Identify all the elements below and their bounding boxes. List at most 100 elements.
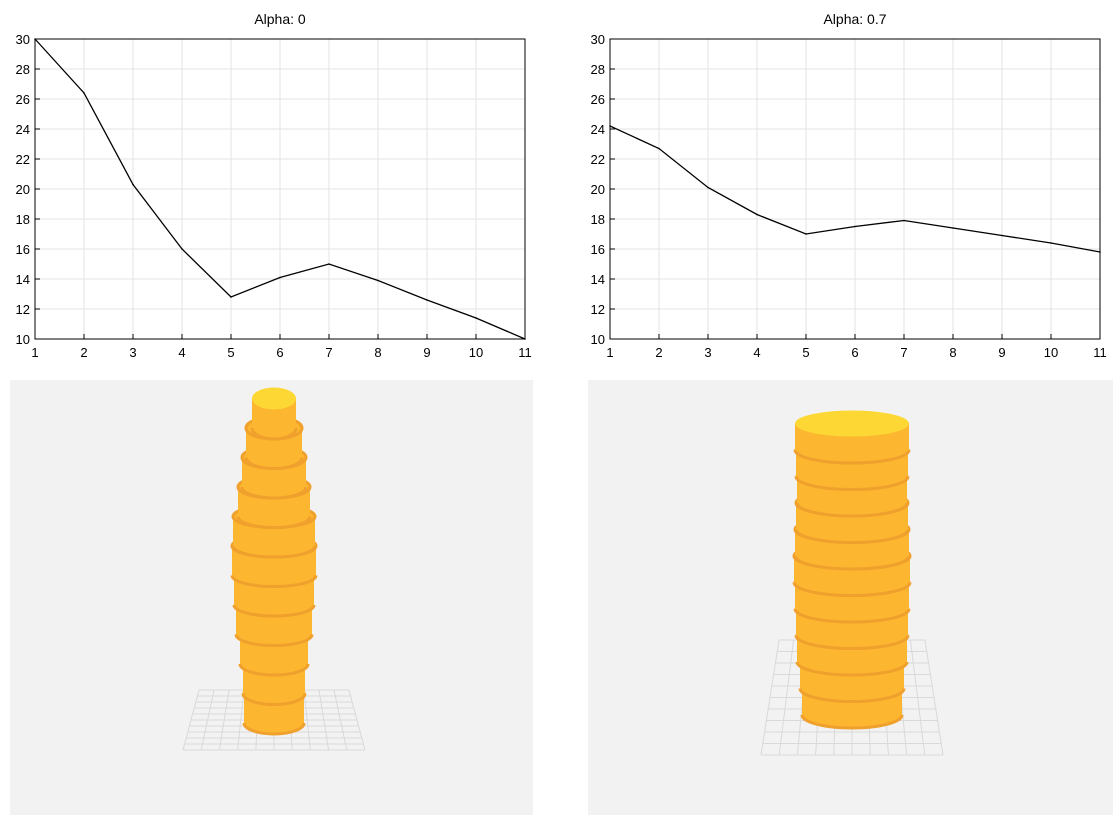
y-tick-label: 16 [16, 242, 30, 257]
floor-grid-line [318, 689, 330, 751]
y-tick-label: 22 [591, 152, 605, 167]
cylinder-rim [244, 457, 304, 470]
data-point [854, 225, 856, 228]
x-tick-label: 11 [518, 345, 532, 360]
cylinder-side [252, 398, 296, 439]
data-point [475, 317, 477, 319]
floor-grid-line [924, 639, 944, 756]
data-point [524, 338, 526, 340]
y-tick-label: 20 [16, 182, 30, 197]
data-point [279, 276, 281, 279]
chart-title: Alpha: 0 [254, 11, 306, 27]
x-tick-label: 3 [129, 345, 136, 360]
x-tick-label: 6 [851, 345, 858, 360]
y-tick-label: 30 [591, 32, 605, 47]
data-point [181, 248, 183, 250]
data-point [952, 227, 954, 229]
cylinder-rim [234, 634, 314, 647]
x-tick-label: 10 [1044, 345, 1058, 360]
cylinder-rim [795, 661, 909, 677]
data-point [609, 125, 611, 127]
y-tick-label: 22 [16, 152, 30, 167]
y-tick-label: 18 [591, 212, 605, 227]
data-point [377, 279, 379, 282]
line-chart-alpha-0: Alpha: 0 1 2 3 4 5 6 7 8 9 10 11101214161820222426… [16, 11, 532, 360]
cylinder-rim [800, 714, 904, 730]
y-tick-label: 30 [16, 32, 30, 47]
cylinder-rim [793, 608, 911, 624]
cylinder-rim [242, 722, 306, 736]
floor-grid-line [909, 639, 926, 756]
data-point [707, 186, 709, 189]
data-point [83, 92, 85, 94]
cylinder-rim [240, 486, 308, 500]
cylinder-rim [793, 555, 911, 571]
data-point [328, 263, 330, 265]
cylinder-rim [231, 545, 317, 559]
cylinder-top-cap [252, 387, 296, 410]
y-tick-label: 10 [16, 332, 30, 347]
x-tick-label: 1 [31, 345, 38, 360]
y-tick-label: 24 [591, 122, 605, 137]
cylinder-stack [792, 410, 912, 730]
cylinder-rim [241, 693, 307, 706]
chart-title: Alpha: 0.7 [823, 11, 886, 27]
x-tick-label: 9 [423, 345, 430, 360]
x-tick-label: 7 [325, 345, 332, 360]
y-tick-label: 26 [16, 92, 30, 107]
x-tick-label: 2 [655, 345, 662, 360]
data-point [805, 233, 807, 235]
x-tick-label: 3 [704, 345, 711, 360]
stacked-cylinder-render-alpha-0.7 [588, 380, 1113, 815]
data-point [756, 213, 758, 216]
cylinder-rim [230, 575, 318, 588]
x-tick-label: 1 [606, 345, 613, 360]
cylinder-rim [236, 516, 312, 529]
data-point [1099, 251, 1101, 253]
y-tick-label: 24 [16, 122, 30, 137]
y-tick-label: 10 [591, 332, 605, 347]
cylinder-rim [794, 476, 910, 491]
y-tick-label: 26 [591, 92, 605, 107]
data-point [658, 147, 660, 150]
cylinder-top-cap [795, 410, 909, 437]
x-tick-label: 6 [276, 345, 283, 360]
cylinder-rim [798, 688, 906, 703]
y-tick-label: 18 [16, 212, 30, 227]
y-tick-label: 16 [591, 242, 605, 257]
y-tick-label: 28 [16, 62, 30, 77]
series [609, 125, 1101, 253]
y-tick-label: 20 [591, 182, 605, 197]
data-point [34, 38, 36, 40]
cylinder-stack [230, 387, 318, 736]
cylinder-rim [795, 502, 909, 518]
floor-grid-line [303, 689, 311, 751]
y-tick-label: 28 [591, 62, 605, 77]
floor-grid-line [348, 689, 366, 751]
x-tick-label: 2 [80, 345, 87, 360]
cylinder-segment [793, 410, 911, 465]
cylinder-rim [232, 604, 316, 618]
line-chart-alpha-0.7: Alpha: 0.7 1 2 3 4 5 6 7 8 9 10 111012141618202224… [591, 11, 1107, 360]
grid [34, 38, 526, 340]
data-point [132, 183, 134, 186]
x-tick-label: 10 [469, 345, 483, 360]
series [34, 38, 526, 340]
x-tick-label: 8 [374, 345, 381, 360]
y-tick-label: 14 [591, 272, 605, 287]
y-tick-label: 12 [16, 302, 30, 317]
cylinder-rim [793, 449, 911, 465]
data-point [230, 296, 232, 298]
cylinder-segment [250, 387, 298, 441]
data-point [903, 219, 905, 222]
x-tick-label: 7 [900, 345, 907, 360]
y-tick-label: 14 [16, 272, 30, 287]
cylinder-rim [794, 635, 910, 650]
cylinder-rim [794, 529, 910, 544]
cylinder-rim [250, 427, 298, 441]
x-tick-label: 4 [178, 345, 185, 360]
data-point [1050, 242, 1052, 244]
